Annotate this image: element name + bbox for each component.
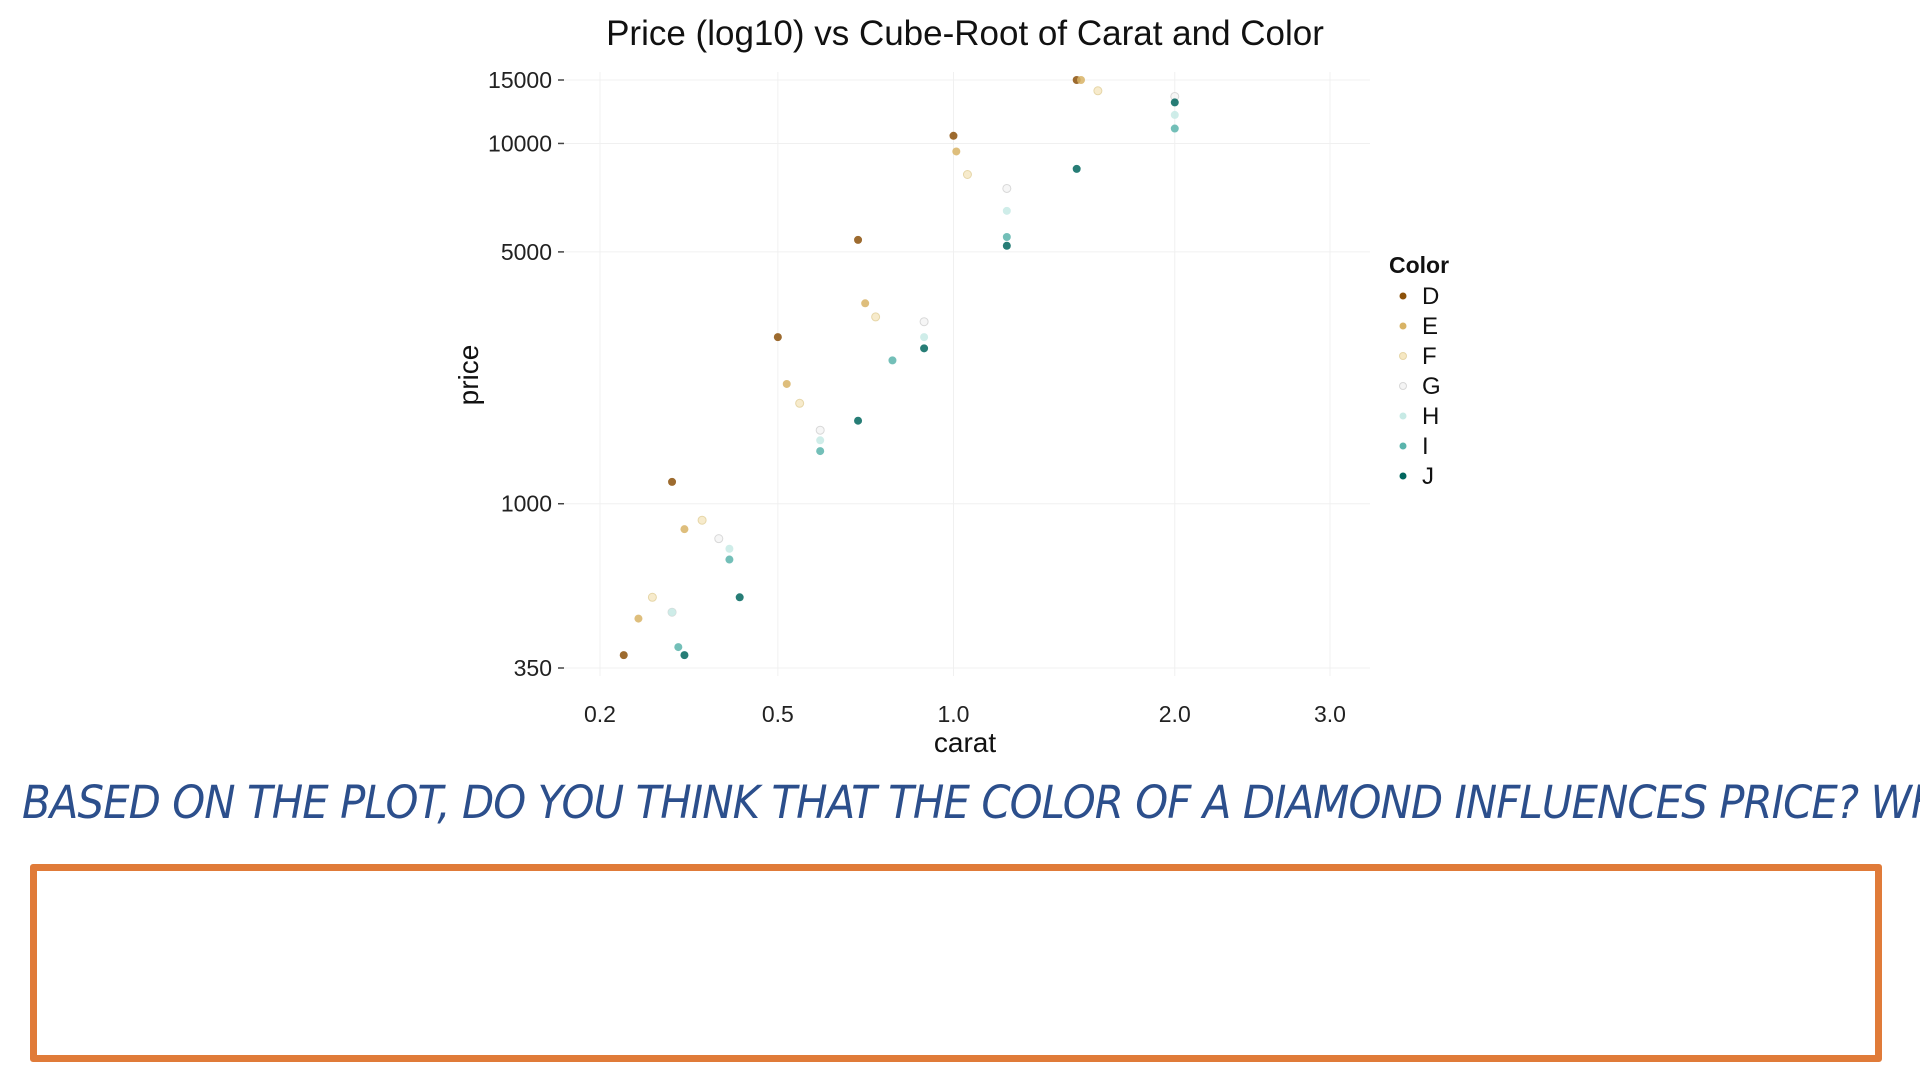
data-point-H (668, 608, 677, 617)
scatter-points (619, 76, 1180, 660)
legend-key-F (1399, 352, 1407, 360)
x-tick-label: 2.0 (1159, 701, 1191, 727)
data-point-F (1093, 86, 1103, 96)
data-point-I (888, 356, 897, 365)
legend-label-J: J (1422, 463, 1434, 490)
data-point-E (861, 299, 870, 308)
data-point-I (816, 447, 825, 456)
legend-title: Color (1389, 252, 1449, 278)
y-tick-label: 10000 (488, 130, 552, 156)
data-point-J (1072, 164, 1081, 173)
x-axis-title: carat (934, 727, 996, 758)
legend-label-E: E (1422, 313, 1438, 340)
data-point-I (1002, 232, 1011, 241)
data-point-G (919, 317, 929, 327)
legend-key-D (1399, 292, 1407, 300)
data-point-D (773, 333, 782, 342)
data-point-D (949, 131, 958, 140)
y-tick-label: 350 (514, 655, 552, 681)
legend-label-I: I (1422, 433, 1429, 460)
y-tick-label: 5000 (501, 239, 552, 265)
data-point-G (1002, 183, 1012, 193)
legend-key-H (1399, 412, 1407, 420)
data-point-F (697, 515, 707, 525)
data-point-H (1170, 110, 1179, 119)
y-axis-ticks: 350 1000 5000 10000 15000 (488, 67, 564, 681)
price-vs-carat-chart: 350 1000 5000 10000 15000 0.2 0.5 1.0 2.0 3.0 Pr… (453, 14, 1449, 758)
data-point-D (668, 477, 677, 486)
data-point-J (854, 416, 863, 425)
x-tick-label: 1.0 (937, 701, 969, 727)
x-tick-label: 0.2 (584, 701, 616, 727)
y-tick-label: 1000 (501, 491, 552, 517)
data-point-I (1170, 124, 1179, 133)
x-tick-label: 0.5 (762, 701, 794, 727)
data-point-F (871, 312, 881, 322)
x-tick-label: 3.0 (1314, 701, 1346, 727)
legend-label-D: D (1422, 283, 1439, 310)
legend-key-E (1399, 322, 1407, 330)
legend-label-F: F (1422, 343, 1437, 370)
legend-label-G: G (1422, 373, 1441, 400)
data-point-H (725, 544, 734, 553)
data-point-E (680, 525, 689, 534)
data-point-H (1002, 206, 1011, 215)
data-point-J (920, 344, 929, 353)
data-point-E (782, 379, 791, 388)
data-point-J (735, 593, 744, 602)
data-point-F (795, 398, 805, 408)
data-point-E (634, 614, 643, 623)
answer-text-box[interactable] (30, 864, 1882, 1062)
y-tick-label: 15000 (488, 67, 552, 93)
data-point-I (725, 555, 734, 564)
legend-key-J (1399, 472, 1407, 480)
data-point-J (1170, 98, 1179, 107)
data-point-H (920, 333, 929, 342)
data-point-H (816, 436, 825, 445)
data-point-F (962, 169, 972, 179)
legend-key-G (1399, 382, 1407, 390)
data-point-D (619, 651, 628, 660)
x-axis-ticks: 0.2 0.5 1.0 2.0 3.0 (584, 701, 1346, 727)
data-point-E (952, 147, 961, 156)
data-point-J (1002, 241, 1011, 250)
y-axis-title: price (453, 345, 484, 406)
chart-title: Price (log10) vs Cube-Root of Carat and … (606, 14, 1324, 53)
data-point-J (680, 651, 689, 660)
legend-key-I (1399, 442, 1407, 450)
legend-label-H: H (1422, 403, 1439, 430)
question-prompt: BASED ON THE PLOT, DO YOU THINK THAT THE… (22, 776, 1920, 829)
data-point-I (674, 643, 683, 652)
data-point-E (1077, 76, 1086, 84)
data-point-F (647, 592, 657, 602)
plot-panel (560, 80, 1370, 680)
data-point-G (815, 425, 825, 435)
grid-lines (560, 72, 1370, 676)
data-point-G (714, 534, 724, 544)
data-point-D (854, 235, 863, 244)
